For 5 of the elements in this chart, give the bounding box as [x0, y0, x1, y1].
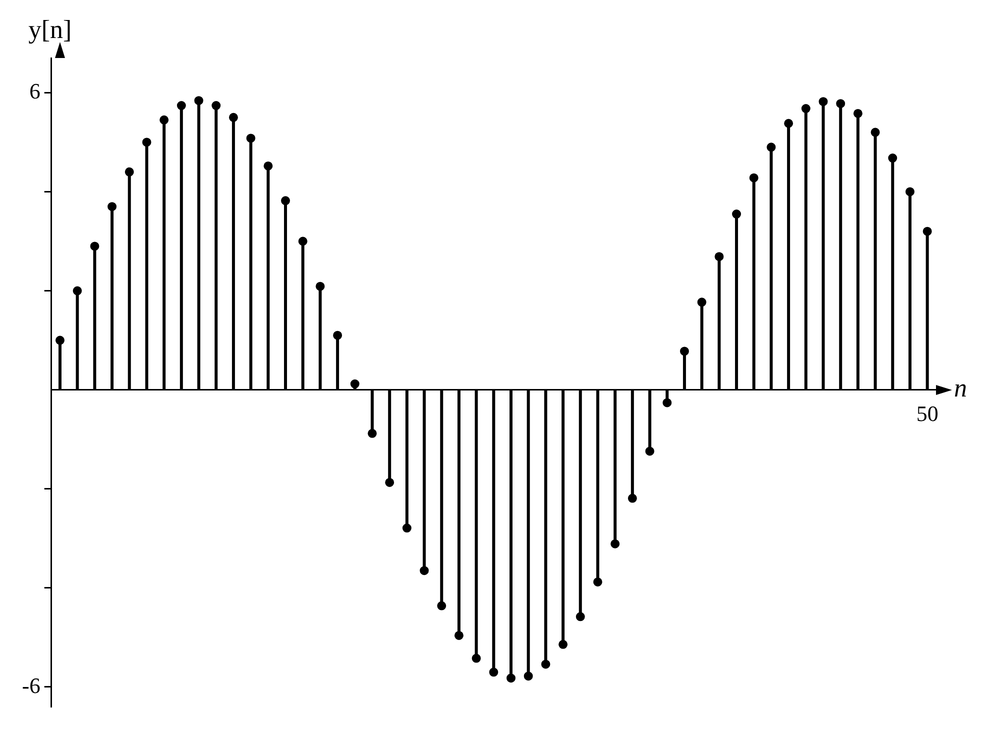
x-axis-title: n: [954, 374, 967, 403]
y-tick-label: -6: [22, 672, 40, 698]
x-tick-label: 50: [916, 400, 938, 426]
y-axis-title: y[n]: [28, 14, 72, 44]
y-tick-label: 6: [29, 78, 40, 104]
